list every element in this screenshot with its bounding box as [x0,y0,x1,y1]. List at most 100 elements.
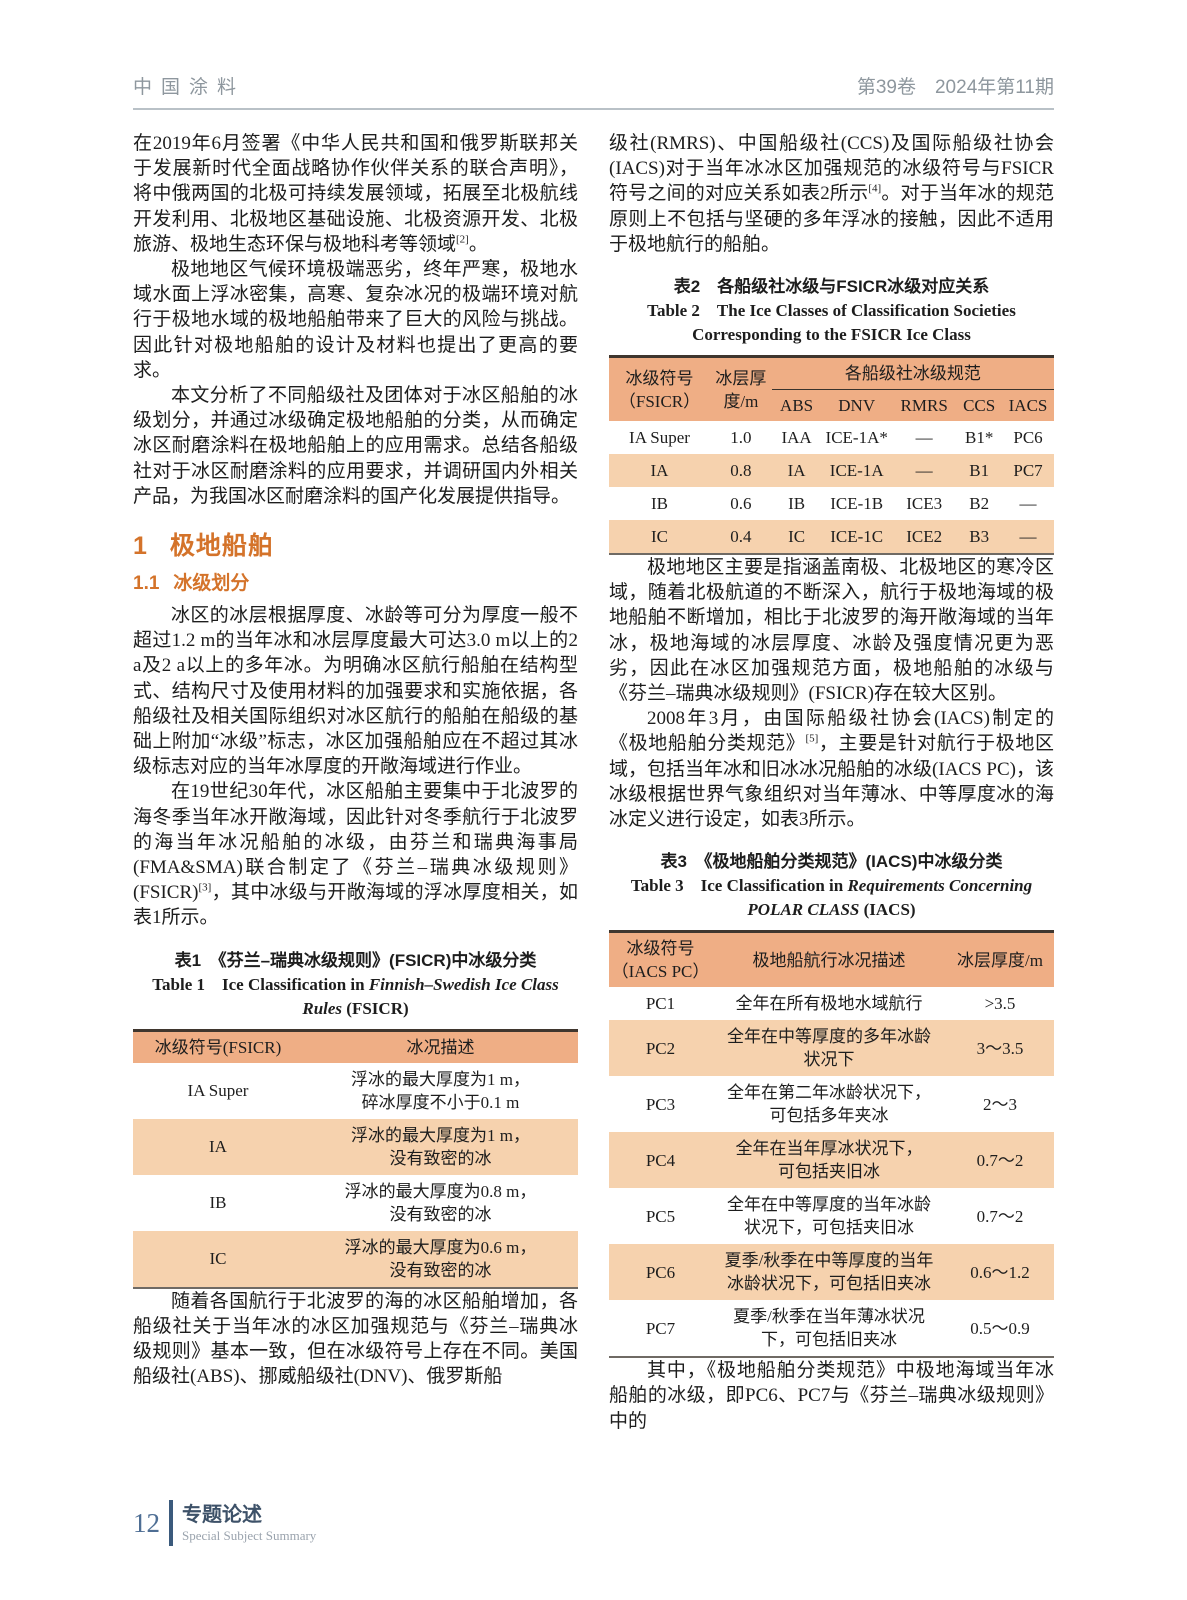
table-cell: IA [133,1118,303,1175]
table-cell: IA [771,454,822,488]
table-row: PC6 夏季/秋季在中等厚度的当年 冰龄状况下，可包括旧夹冰 0.6～1.2 [609,1244,1054,1301]
table3-polar-class: 冰级符号 （IACS PC） 极地船航行冰况描述 冰层厚度/m PC1 全年在所… [609,930,1054,1359]
right-column: 级社(RMRS)、中国船级社(CCS)及国际船级社协会(IACS)对于当年冰冰区… [609,131,1054,1434]
paragraph-text: 。对于当年冰的规范原则上不包括与坚硬的多年浮冰的接触，因此不适用于极地航行的船舶… [609,183,1054,255]
table-row: PC5 全年在中等厚度的当年冰龄 状况下，可包括夹旧冰 0.7～2 [609,1188,1054,1244]
table-cell: ICE-1A* [825,428,888,448]
column-header: 极地船航行冰况描述 [712,931,946,988]
paragraph: 在19世纪30年代，冰区船舶主要集中于北波罗的海冬季当年冰开敞海域，因此针对冬季… [133,779,578,930]
table-cell: PC7 [1002,454,1054,488]
table-cell: 0.7～2 [976,1206,1024,1226]
left-column: 在2019年6月签署《中华人民共和国和俄罗斯联邦关于发展新时代全面战略协作伙伴关… [133,131,578,1434]
table2-caption-en: Table 2 The Ice Classes of Classificatio… [647,301,1016,321]
column-header: ABS [771,389,822,422]
table-cell: IC [133,1230,303,1288]
table-cell: ICE-1B [830,494,884,514]
table-cell: IB [651,494,668,514]
table-cell: 3～3.5 [946,1020,1054,1077]
paragraph: 2008年3月，由国际船级社协会(IACS)制定的《极地船舶分类规范》[5]，主… [609,706,1054,832]
paragraph-text: ，其中冰级与开敞海域的浮冰厚度相关，如表1所示。 [133,882,578,929]
paragraph: 随着各国航行于北波罗的海的冰区船舶增加，各船级社关于当年冰的冰区加强规范与《芬兰… [133,1290,578,1388]
table-cell: PC6 [1013,428,1043,448]
paragraph-text: ，主要是针对航行于极地区域，包括当年冰和旧冰冰况船舶的冰级(IACS PC)，该… [609,733,1054,831]
table-row: IC 浮冰的最大厚度为0.6 m， 没有致密的冰 [133,1230,578,1288]
caption-text: Table 3 Ice Classification in [630,876,848,896]
table-cell: PC3 [645,1094,676,1114]
table-cell: 0.8 [710,454,772,488]
table-header-row: 冰级符号(FSICR) 冰况描述 [133,1030,578,1063]
caption-text: (FSICR) [342,998,409,1018]
table-cell: ICE-1A [821,454,893,488]
table-row: IB 浮冰的最大厚度为0.8 m， 没有致密的冰 [133,1175,578,1231]
paragraph: 本文分析了不同船级社及团体对于冰区船舶的冰级划分，并通过冰级确定极地船舶的分类，… [133,385,578,507]
table-row: IB 0.6 IB ICE-1B ICE3 B2 — [609,487,1054,520]
column-header: IACS [1002,389,1054,422]
journal-title: 中国涂料 [133,77,246,98]
section-title: 极地船舶 [169,532,274,561]
table-cell: 浮冰的最大厚度为1 m， 没有致密的冰 [303,1118,578,1175]
table-cell: 全年在所有极地水域航行 [735,994,923,1014]
table-row: IA Super 1.0 IAA ICE-1A* — B1* PC6 [609,421,1054,454]
table-row: IA 0.8 IA ICE-1A — B1 PC7 [609,454,1054,488]
table-cell: ICE-1C [821,520,893,555]
paragraph: 冰区的冰层根据厚度、冰龄等可分为厚度一般不超过1.2 m的当年冰和冰层厚度最大可… [133,605,578,778]
column-header: 冰况描述 [303,1030,578,1063]
table-cell: 2～3 [983,1094,1017,1114]
citation-ref: [3] [198,881,212,894]
table-cell: — [892,454,957,488]
citation-ref: [2] [456,233,469,246]
table1-caption-zh: 表1 《芬兰–瑞典冰级规则》(FSICR)中冰级分类 [174,950,537,970]
section-title: 冰级划分 [173,573,250,595]
paragraph-text: 在19世纪30年代，冰区船舶主要集中于北波罗的海冬季当年冰开敞海域，因此针对冬季… [133,781,578,904]
table-cell: 0.6 [730,494,752,514]
footer-column-en: Special Subject Summary [182,1527,317,1543]
section-heading-1: 1 极地船舶 [133,526,578,562]
caption-text: (IACS) [859,900,916,920]
paragraph-text: 2008年3月，由国际船级社协会(IACS)制定的《极地船舶分类规范》 [609,708,1054,755]
table-cell: B2 [969,494,990,514]
table-cell: — [1019,494,1037,514]
table-cell: B3 [956,520,1003,555]
table-cell: 0.6～1.2 [946,1244,1054,1301]
table-cell: IA [609,454,710,488]
footer-column-zh: 专题论述 [182,1503,262,1526]
table-cell: IB [209,1193,227,1213]
paragraph: 极地地区气候环境极端恶劣，终年严寒，极地水域水面上浮冰密集，高寒、复杂冰况的极端… [133,259,578,381]
table-cell: 夏季/秋季在中等厚度的当年 冰龄状况下，可包括旧夹冰 [712,1244,946,1301]
table-row: PC3 全年在第二年冰龄状况下， 可包括多年夹冰 2～3 [609,1076,1054,1132]
section-number: 1.1 [133,573,160,595]
table-cell: PC4 [609,1132,712,1189]
table-row: IA 浮冰的最大厚度为1 m， 没有致密的冰 [133,1118,578,1175]
table-cell: — [1002,520,1054,555]
caption-text: Table 1 Ice Classification in [152,974,369,994]
paragraph-text: 在2019年6月签署《中华人民共和国和俄罗斯联邦关于发展新时代全面战略协作伙伴关… [133,133,578,255]
column-header: 冰层厚 度/m [710,356,772,422]
table-cell: 浮冰的最大厚度为0.8 m， 没有致密的冰 [344,1181,537,1224]
table-header-row: 冰级符号 （IACS PC） 极地船航行冰况描述 冰层厚度/m [609,931,1054,988]
table-cell: 全年在中等厚度的当年冰龄 状况下，可包括夹旧冰 [727,1195,931,1238]
caption-italic: Finnish–Swedish Ice Class Rules [302,974,559,1018]
two-column-body: 在2019年6月签署《中华人民共和国和俄罗斯联邦关于发展新时代全面战略协作伙伴关… [133,131,1054,1434]
table-cell: B1 [956,454,1003,488]
table-cell: PC7 [645,1318,676,1338]
table-cell: PC6 [609,1244,712,1301]
table2-caption-en: Corresponding to the FSICR Ice Class [692,325,971,345]
citation-ref: [5] [805,733,819,746]
table-row: PC4 全年在当年厚冰状况下， 可包括夹旧冰 0.7～2 [609,1132,1054,1189]
paragraph: 极地地区主要是指涵盖南极、北极地区的寒冷区域，随着北极航道的不断深入，航行于极地… [609,557,1054,705]
table-cell: PC2 [609,1020,712,1077]
section-number: 1 [133,532,148,561]
table3-caption-zh: 表3 《极地船舶分类规范》(IACS)中冰级分类 [660,852,1003,872]
table1-caption-en: Table 1 Ice Classification in Finnish–Sw… [137,973,574,1021]
table-row: IA Super 浮冰的最大厚度为1 m， 碎冰厚度不小于0.1 m [133,1063,578,1119]
paragraph-text: 级社(RMRS)、中国船级社(CCS)及国际船级社协会(IACS)对于当年冰冰区… [609,133,1054,205]
table-cell: — [915,428,933,448]
table-cell: 1.0 [730,428,752,448]
footer-column-label: 专题论述 Special Subject Summary [182,1503,316,1544]
column-header: 冰级符号 （FSICR） [609,356,710,422]
table2-society-ice-classes: 冰级符号 （FSICR） 冰层厚 度/m 各船级社冰级规范 ABS DNV RM… [609,355,1054,556]
paragraph: 级社(RMRS)、中国船级社(CCS)及国际船级社协会(IACS)对于当年冰冰区… [609,131,1054,257]
page-number: 12 [133,1507,160,1538]
table-cell: B1* [964,428,994,448]
